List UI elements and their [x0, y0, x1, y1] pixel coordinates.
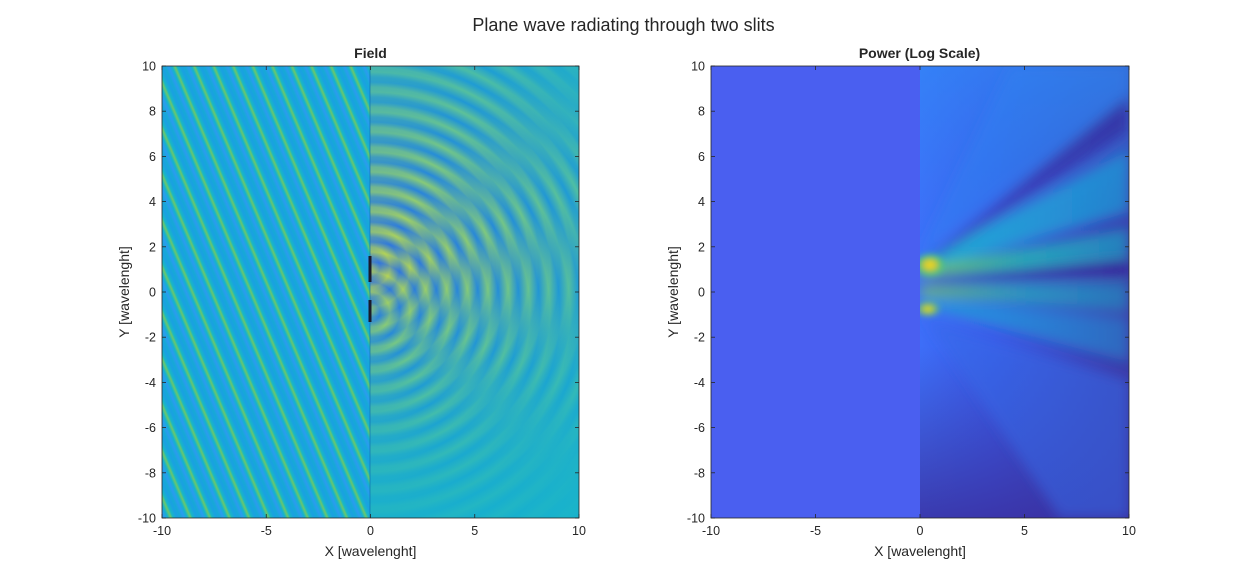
field-axes-title: Field	[354, 45, 387, 61]
power-y-tick-label: 4	[698, 195, 705, 209]
field-heatmap	[162, 66, 579, 518]
power-axes-title: Power (Log Scale)	[859, 45, 980, 61]
power-x-tick-label: 0	[917, 524, 924, 538]
field-axes: Field -10 -5 0 5 10 -10 -8 -6 -4 -2 0 2 4 6 8 10 X [wav…	[116, 45, 586, 559]
field-y-tick-label: 4	[149, 195, 156, 209]
power-beam-upper-dark	[930, 95, 1129, 262]
field-screen-bottom	[368, 300, 372, 322]
power-y-tick-label: -8	[694, 466, 705, 480]
power-beam-lower-cyan	[920, 298, 1129, 362]
field-ticks: -10 -5 0 5 10 -10 -8 -6 -4 -2 0 2 4 6 8 10	[138, 60, 586, 539]
power-y-tick-label: 10	[691, 60, 705, 74]
field-x-tick-label: 0	[367, 524, 374, 538]
power-hotspot-upper	[920, 253, 946, 277]
power-y-tick-label: 0	[698, 286, 705, 300]
power-x-tick-label: 5	[1021, 524, 1028, 538]
field-x-axis-label: X [wavelenght]	[325, 543, 417, 559]
power-ticks: -10 -5 0 5 10 -10 -8 -6 -4 -2 0 2 4 6 8 10	[687, 60, 1136, 539]
power-uniform-left	[711, 66, 920, 518]
field-lower-calm-overlay	[370, 66, 579, 518]
power-beam-lower-green	[920, 282, 1129, 312]
power-y-tick-label: -10	[687, 512, 705, 526]
field-y-tick-label: -2	[145, 331, 156, 345]
field-y-tick-label: 0	[149, 286, 156, 300]
power-beam-center-dark	[930, 258, 1129, 284]
field-screen-top	[368, 256, 372, 282]
field-incident-plane-wave	[162, 66, 370, 518]
power-y-tick-label: -4	[694, 376, 705, 390]
power-y-tick-label: 8	[698, 105, 705, 119]
power-y-axis-label: Y [wavelenght]	[665, 246, 681, 338]
power-beam-upper-wide	[920, 150, 1129, 272]
power-hotspot-lower	[920, 300, 942, 318]
field-x-tick-label: -5	[261, 524, 272, 538]
field-y-tick-label: 8	[149, 105, 156, 119]
field-x-tick-label: 5	[471, 524, 478, 538]
power-y-tick-label: 2	[698, 240, 705, 254]
power-beam-top-fan	[920, 66, 1129, 258]
power-y-tick-label: -2	[694, 331, 705, 345]
power-x-tick-label: 10	[1122, 524, 1136, 538]
power-axes: Power (Log Scale)	[665, 45, 1136, 559]
field-y-tick-label: -4	[145, 376, 156, 390]
power-x-axis-label: X [wavelenght]	[874, 543, 966, 559]
power-y-tick-label: -6	[694, 421, 705, 435]
field-y-tick-label: -6	[145, 421, 156, 435]
field-y-tick-label: -8	[145, 466, 156, 480]
power-y-tick-label: 6	[698, 150, 705, 164]
power-x-tick-label: -5	[810, 524, 821, 538]
field-y-axis-label: Y [wavelenght]	[116, 246, 132, 338]
power-x-tick-label: -10	[702, 524, 720, 538]
field-x-tick-label: -10	[153, 524, 171, 538]
figure-title: Plane wave radiating through two slits	[472, 15, 774, 35]
field-y-tick-label: 10	[142, 60, 156, 74]
field-y-tick-label: 6	[149, 150, 156, 164]
field-x-tick-label: 10	[572, 524, 586, 538]
field-y-tick-label: 2	[149, 240, 156, 254]
power-heatmap	[711, 66, 1129, 518]
field-y-tick-label: -10	[138, 512, 156, 526]
power-beam-bottom-fan	[920, 310, 1129, 518]
